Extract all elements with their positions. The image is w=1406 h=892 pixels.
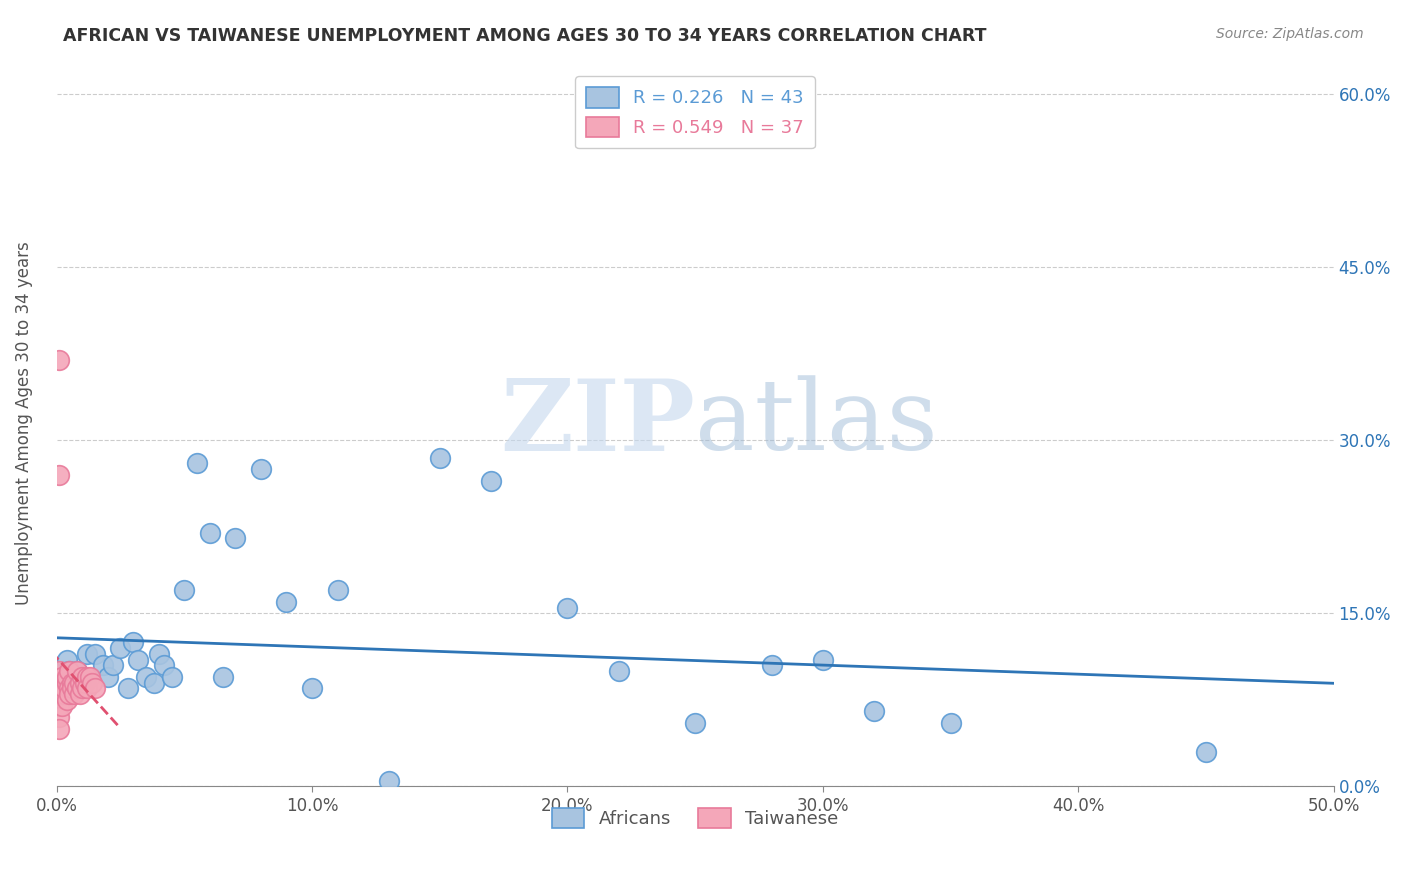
Point (76, 647, 98, 661)
Point (429, 450, 451, 465)
Point (58, 664, 80, 678)
Point (63, 681, 86, 696)
Point (48, 687, 70, 701)
Point (60, 675, 83, 690)
Point (53, 675, 76, 690)
Point (79, 670, 101, 684)
Text: atlas: atlas (695, 376, 938, 471)
Point (48, 675, 70, 690)
Point (863, 705, 886, 719)
Point (66, 681, 89, 696)
Point (73, 675, 96, 690)
Point (63, 675, 86, 690)
Point (91, 658, 114, 673)
Y-axis label: Unemployment Among Ages 30 to 34 years: Unemployment Among Ages 30 to 34 years (15, 241, 32, 605)
Point (48, 698, 70, 713)
Point (56, 693, 79, 707)
Point (557, 600, 579, 615)
Point (84, 647, 107, 661)
Text: AFRICAN VS TAIWANESE UNEMPLOYMENT AMONG AGES 30 TO 34 YEARS CORRELATION CHART: AFRICAN VS TAIWANESE UNEMPLOYMENT AMONG … (63, 27, 987, 45)
Point (153, 658, 176, 673)
Point (58, 681, 80, 696)
Point (127, 652, 149, 666)
Point (301, 681, 323, 696)
Point (84, 681, 107, 696)
Point (683, 716, 706, 731)
Point (173, 583, 195, 598)
Point (58, 664, 80, 678)
Point (48, 710, 70, 724)
Point (224, 532, 246, 546)
Point (76, 670, 98, 684)
Point (58, 681, 80, 696)
Point (53, 675, 76, 690)
Point (607, 664, 630, 678)
Point (53, 687, 76, 701)
Point (148, 647, 170, 661)
Point (186, 457, 208, 471)
Point (198, 525, 221, 540)
Point (276, 595, 298, 609)
Point (761, 658, 783, 673)
Point (51, 698, 73, 713)
Point (53, 681, 76, 696)
Point (66, 664, 89, 678)
Point (101, 658, 124, 673)
Point (48, 467, 70, 482)
Text: ZIP: ZIP (501, 375, 695, 472)
Point (60, 670, 83, 684)
Point (48, 664, 70, 678)
Point (142, 675, 165, 690)
Point (56, 675, 79, 690)
Point (811, 652, 834, 666)
Point (66, 664, 89, 678)
Point (58, 687, 80, 701)
Point (110, 640, 132, 655)
Point (326, 583, 349, 598)
Text: Source: ZipAtlas.com: Source: ZipAtlas.com (1216, 27, 1364, 41)
Point (939, 716, 962, 731)
Point (1195, 745, 1218, 759)
Point (69, 687, 91, 701)
Point (122, 635, 145, 649)
Point (70, 670, 93, 684)
Point (60, 681, 83, 696)
Point (51, 681, 73, 696)
Point (82, 675, 104, 690)
Point (51, 687, 73, 701)
Point (479, 474, 502, 488)
Point (211, 670, 233, 684)
Point (160, 670, 183, 684)
Point (377, 773, 399, 788)
Point (70, 675, 93, 690)
Point (97, 670, 120, 684)
Point (63, 687, 86, 701)
Point (117, 681, 139, 696)
Point (135, 670, 157, 684)
Point (56, 652, 79, 666)
Point (250, 462, 273, 476)
Point (48, 722, 70, 736)
Point (48, 352, 70, 367)
Point (70, 681, 93, 696)
Point (76, 681, 98, 696)
Point (69, 675, 91, 690)
Point (51, 664, 73, 678)
Point (51, 670, 73, 684)
Point (56, 670, 79, 684)
Legend: Africans, Taiwanese: Africans, Taiwanese (544, 800, 845, 836)
